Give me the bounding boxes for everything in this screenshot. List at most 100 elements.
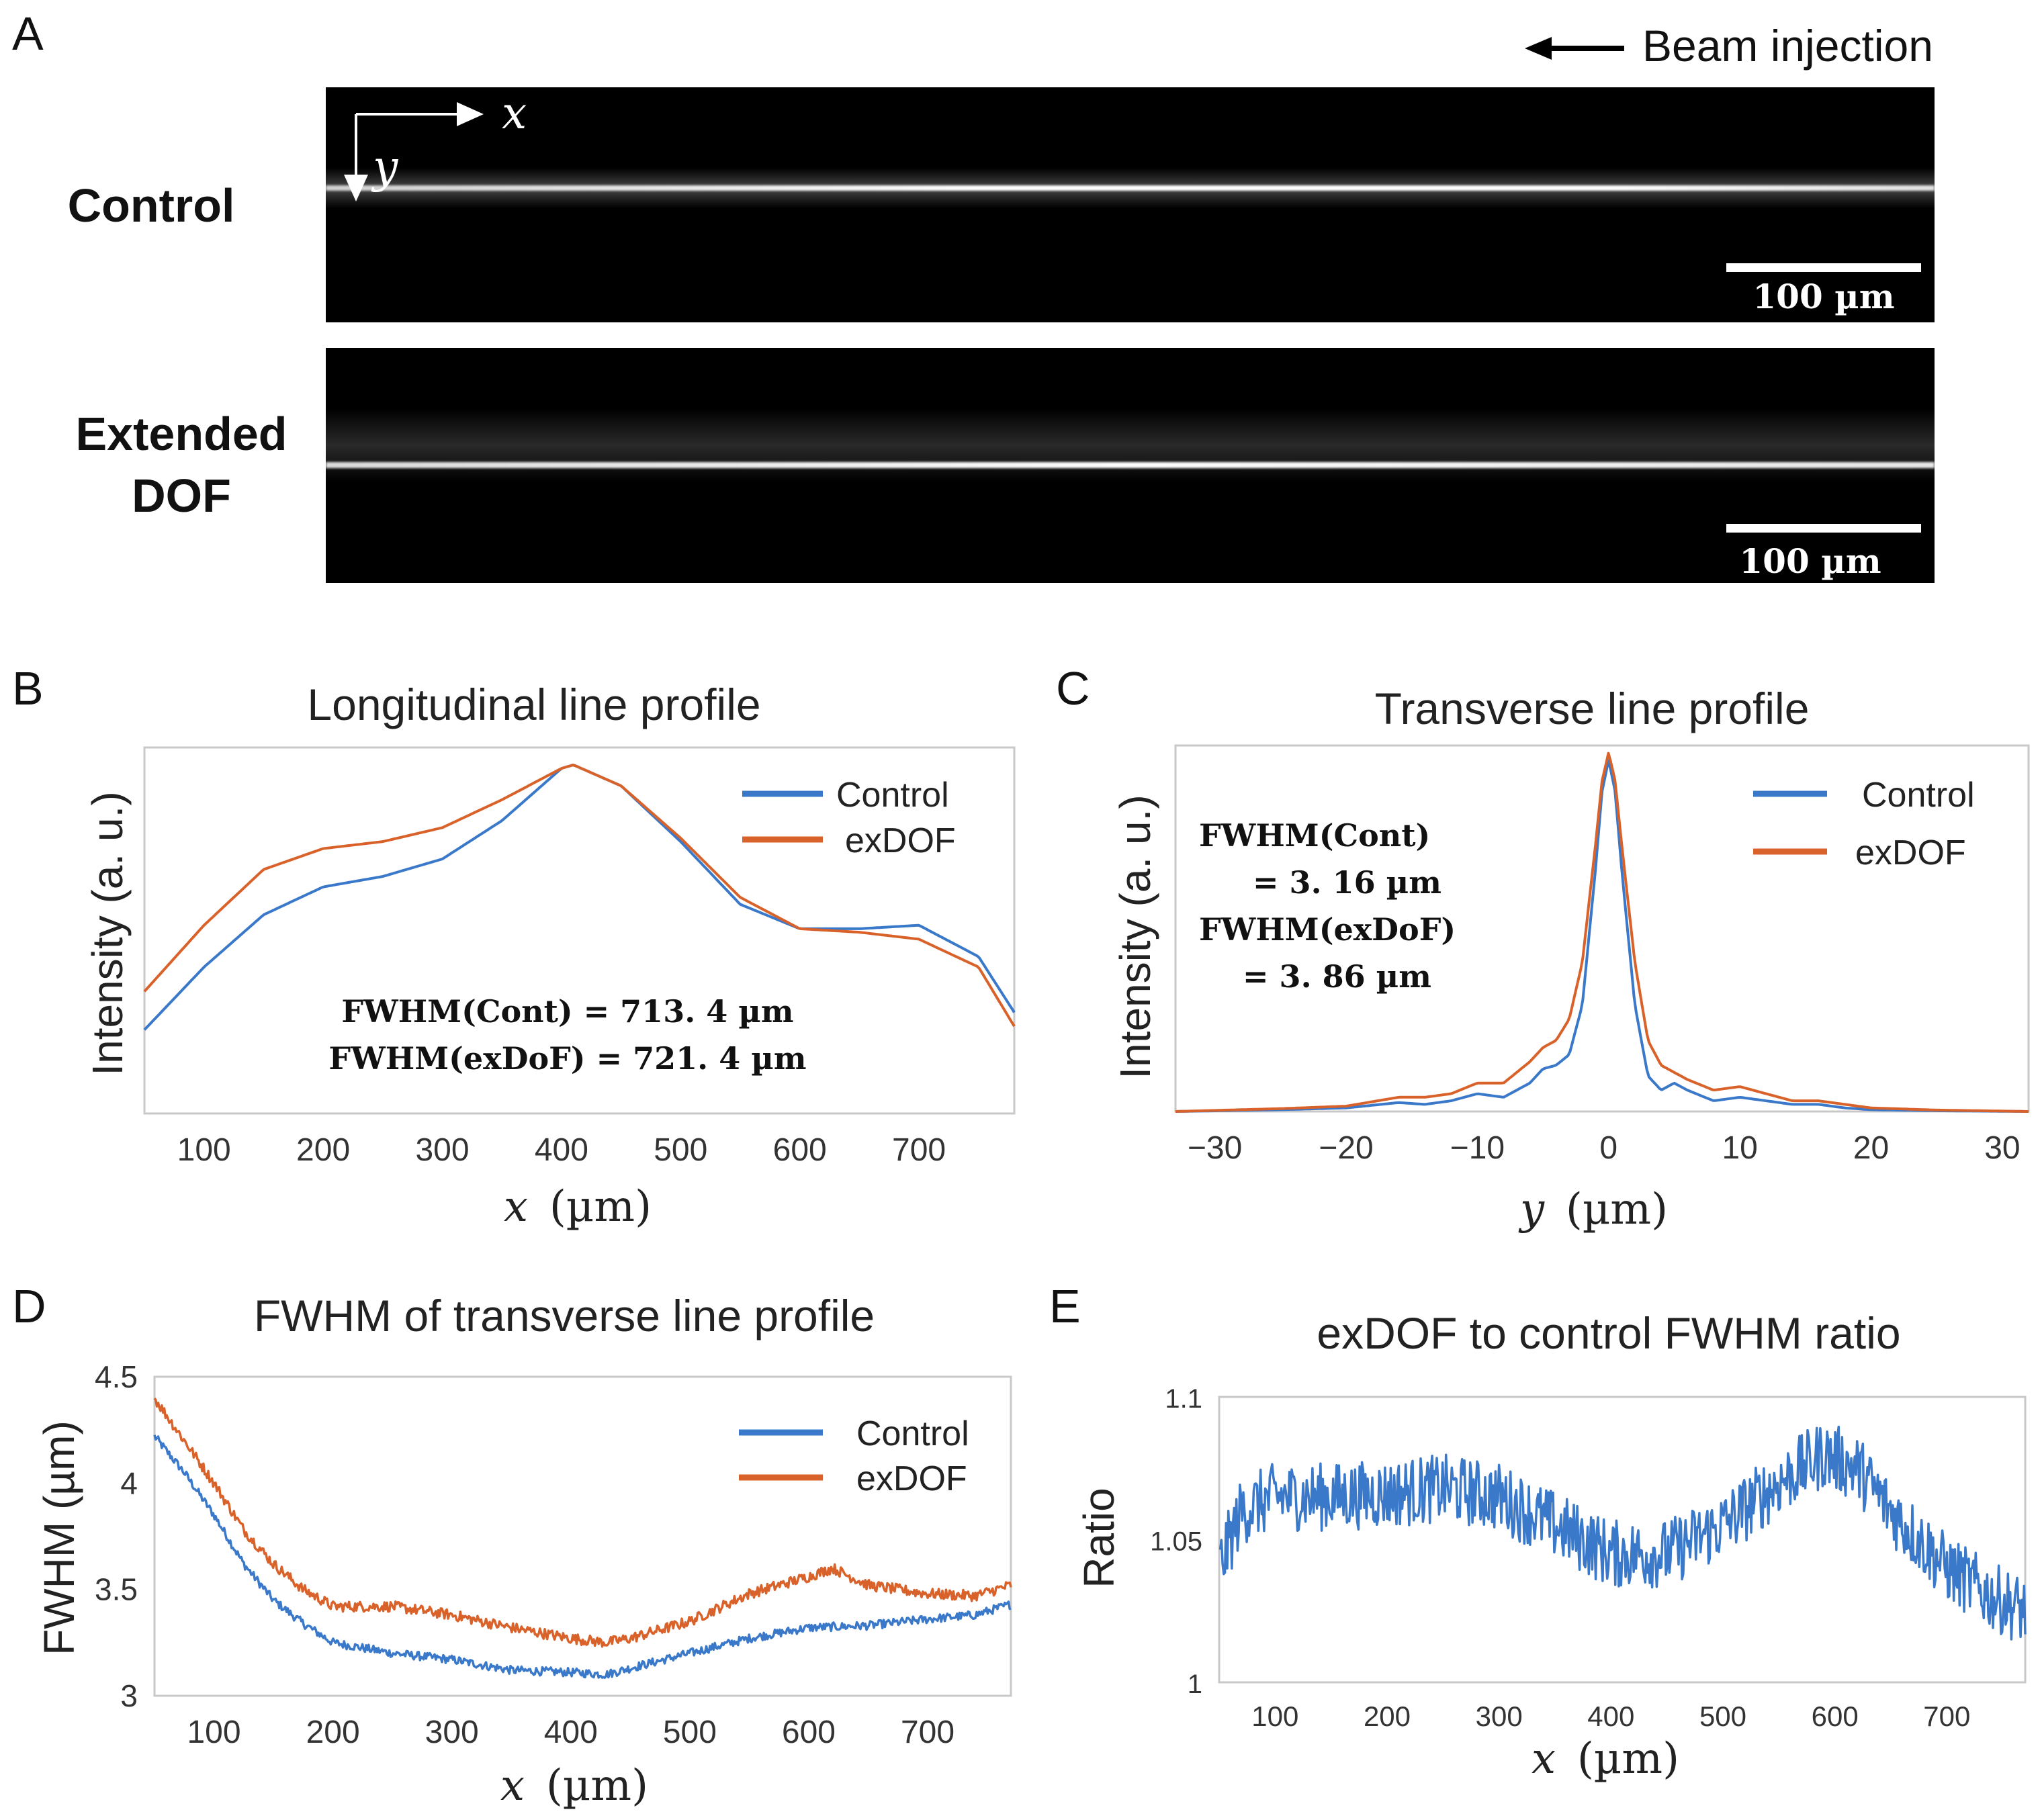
chart-d-xticks: 100 200 300 400 500 600 700 — [187, 1715, 955, 1750]
chart-e-xlabel: x (µm) — [1532, 1734, 1679, 1784]
chart-b-legend: Control exDOF — [742, 776, 956, 860]
chart-c-legend: Control exDOF — [1753, 776, 1975, 872]
chart-d-xlabel: x (µm) — [500, 1761, 648, 1811]
chart-c-annotation-3: FWHM(exDoF) — [1199, 911, 1456, 948]
beam-core-extended-dof — [326, 462, 1935, 468]
panel-e-letter: E — [1049, 1280, 1081, 1332]
x-tick-label: 400 — [535, 1132, 588, 1168]
chart-b-ylabel: Intensity (a. u.) — [83, 791, 132, 1075]
x-tick-label: 100 — [187, 1715, 240, 1750]
chart-d-legend: Control exDOF — [739, 1414, 969, 1498]
chart-d-lines — [153, 1398, 1012, 1679]
legend-exdof-label: exDOF — [1855, 833, 1966, 872]
x-tick-label: 600 — [773, 1132, 827, 1168]
legend-control-label: Control — [1862, 776, 1975, 815]
image-strip-extended-dof: 100 µm — [326, 348, 1935, 583]
chart-e: exDOF to control FWHM ratio 100 200 300 400… — [1075, 1308, 2027, 1784]
chart-e-lines — [1218, 1425, 2027, 1641]
chart-d-yticks: 3 3.5 4 4.5 — [95, 1359, 138, 1713]
chart-d-frame — [153, 1375, 1012, 1697]
chart-d-title: FWHM of transverse line profile — [254, 1291, 875, 1340]
chart-c-xlabel: y (µm) — [1518, 1185, 1668, 1234]
x-tick-label: −20 — [1319, 1130, 1373, 1166]
beam-injection-indicator: Beam injection — [1525, 20, 1995, 74]
x-tick-label: 400 — [1587, 1700, 1634, 1732]
axis-x-label: x — [502, 87, 527, 139]
legend-exdof-label: exDOF — [856, 1459, 967, 1498]
row-label-extended-dof: Extended DOF — [60, 403, 302, 527]
chart-c-title: Transverse line profile — [1375, 684, 1810, 733]
x-tick-label: 500 — [1699, 1700, 1746, 1732]
chart-c-annotation-4: = 3. 86 µm — [1243, 958, 1431, 995]
scale-bar-control — [1726, 263, 1921, 272]
series-line-exdof — [153, 1398, 1012, 1648]
panel-d-letter: D — [12, 1280, 46, 1332]
panel-c-letter: C — [1056, 662, 1090, 715]
y-tick-label: 3 — [120, 1678, 138, 1713]
x-tick-label: 100 — [1251, 1700, 1298, 1732]
x-tick-label: 500 — [654, 1132, 707, 1168]
x-tick-label: 200 — [1364, 1700, 1411, 1732]
chart-d-ylabel: FWHM (µm) — [35, 1420, 83, 1655]
x-tick-label: 700 — [892, 1132, 946, 1168]
x-tick-label: −10 — [1450, 1130, 1505, 1166]
chart-e-yticks: 1 1.05 1.1 — [1150, 1384, 1202, 1699]
y-tick-label: 1.1 — [1165, 1384, 1202, 1414]
x-tick-label: 200 — [296, 1132, 350, 1168]
panel-b-letter: B — [12, 662, 44, 715]
x-tick-label: 300 — [425, 1715, 479, 1750]
axis-y-label: y — [373, 141, 398, 193]
scale-label-extended-dof: 100 µm — [1739, 541, 1881, 581]
legend-exdof-label: exDOF — [845, 821, 956, 860]
x-axis-arrow-icon — [457, 102, 484, 126]
row-label-extended-line2: DOF — [132, 469, 231, 522]
x-tick-label: 300 — [1476, 1700, 1523, 1732]
left-arrow-icon — [1525, 37, 1624, 60]
series-line-ratio — [1218, 1425, 2027, 1641]
chart-b-frame — [143, 746, 1016, 1115]
x-tick-label: 300 — [415, 1132, 469, 1168]
chart-b-lines — [143, 764, 1016, 1031]
chart-b-annotation-2: FWHM(exDoF) = 721. 4 µm — [328, 1040, 806, 1077]
scale-bar-extended-dof — [1726, 524, 1921, 533]
series-line-exdof — [1175, 752, 2029, 1113]
chart-c-annotation-2: = 3. 16 µm — [1253, 864, 1441, 901]
y-tick-label: 3.5 — [95, 1572, 138, 1607]
chart-e-xticks: 100 200 300 400 500 600 700 — [1251, 1700, 1970, 1732]
x-tick-label: 20 — [1853, 1130, 1889, 1166]
chart-c-frame — [1174, 744, 2030, 1113]
x-tick-label: 200 — [306, 1715, 360, 1750]
chart-e-ylabel: Ratio — [1075, 1488, 1123, 1588]
x-tick-label: 10 — [1722, 1130, 1757, 1166]
x-tick-label: 0 — [1599, 1130, 1617, 1166]
x-tick-label: 400 — [544, 1715, 598, 1750]
chart-b-xticks: 100 200 300 400 500 600 700 — [177, 1132, 946, 1168]
chart-c-xticks: −30 −20 −10 0 10 20 30 — [1188, 1130, 2021, 1166]
x-tick-label: 600 — [1812, 1700, 1859, 1732]
row-label-control: Control — [40, 175, 262, 236]
x-tick-label: 700 — [1923, 1700, 1970, 1732]
chart-e-title: exDOF to control FWHM ratio — [1317, 1308, 1900, 1358]
beam-glow-extended-dof — [326, 408, 1935, 482]
legend-control-label: Control — [836, 776, 949, 815]
legend-control-label: Control — [856, 1414, 969, 1453]
scale-label-control: 100 µm — [1752, 277, 1895, 316]
x-tick-label: 500 — [663, 1715, 717, 1750]
row-label-control-text: Control — [67, 179, 235, 232]
chart-e-frame — [1218, 1396, 2027, 1684]
x-tick-label: −30 — [1188, 1130, 1242, 1166]
chart-c: Transverse line profile −30 −20 −10 0 10 20 30… — [1111, 684, 2030, 1234]
y-tick-label: 1 — [1188, 1670, 1202, 1699]
x-tick-label: 30 — [1984, 1130, 2020, 1166]
beam-core-control — [326, 185, 1935, 191]
panel-a-letter: A — [12, 7, 44, 60]
chart-c-ylabel: Intensity (a. u.) — [1111, 794, 1159, 1079]
chart-b: Longitudinal line profile 100 200 300 400 50… — [83, 680, 1016, 1232]
chart-b-xlabel: x (µm) — [504, 1182, 652, 1232]
x-tick-label: 100 — [177, 1132, 231, 1168]
chart-d: FWHM of transverse line profile 100 200 30… — [35, 1291, 1012, 1811]
x-tick-label: 700 — [901, 1715, 955, 1750]
y-axis-arrow-icon — [344, 175, 368, 201]
y-tick-label: 4 — [120, 1465, 138, 1500]
series-line-control — [153, 1435, 1012, 1679]
